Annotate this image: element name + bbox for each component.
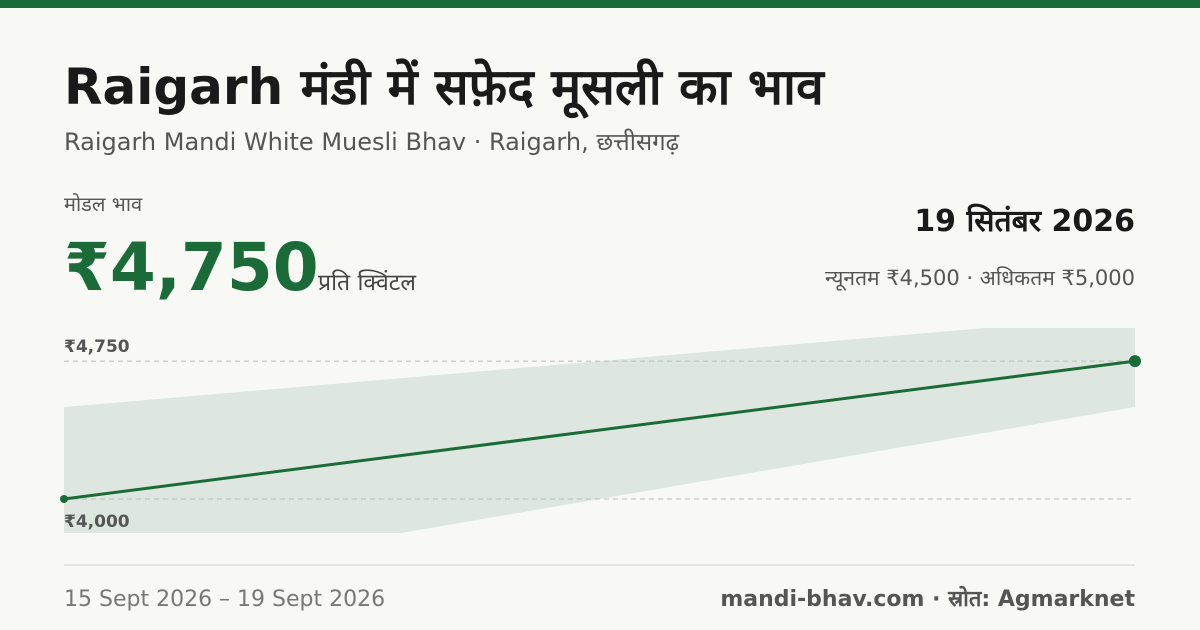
top-stripe xyxy=(0,0,1200,8)
price-range: न्यूनतम ₹4,500 · अधिकतम ₹5,000 xyxy=(825,266,1135,291)
point xyxy=(1129,355,1141,368)
subtitle: Raigarh Mandi White Muesli Bhav · Raigar… xyxy=(64,128,680,156)
modal-line xyxy=(63,359,1136,501)
price-date: 19 सितंबर 2026 xyxy=(914,203,1135,239)
footer-dates: 15 Sept 2026 – 19 Sept 2026 xyxy=(64,587,385,612)
price-unit: प्रति क्विंटल xyxy=(318,269,416,296)
point xyxy=(60,494,68,503)
title: Raigarh मंडी में सफ़ेद मूसली का भाव xyxy=(64,58,826,119)
y-tick-label: ₹4,750 xyxy=(64,337,130,357)
plot: ₹4,000 ₹4,750 xyxy=(60,328,1141,533)
price-value: ₹4,750 xyxy=(64,229,319,306)
price-label: मोडल भाव xyxy=(64,192,143,216)
range-band xyxy=(64,328,1135,533)
y-tick-label: ₹4,000 xyxy=(64,512,130,532)
footer-source: mandi-bhav.com · स्रोत: Agmarknet xyxy=(720,585,1135,612)
